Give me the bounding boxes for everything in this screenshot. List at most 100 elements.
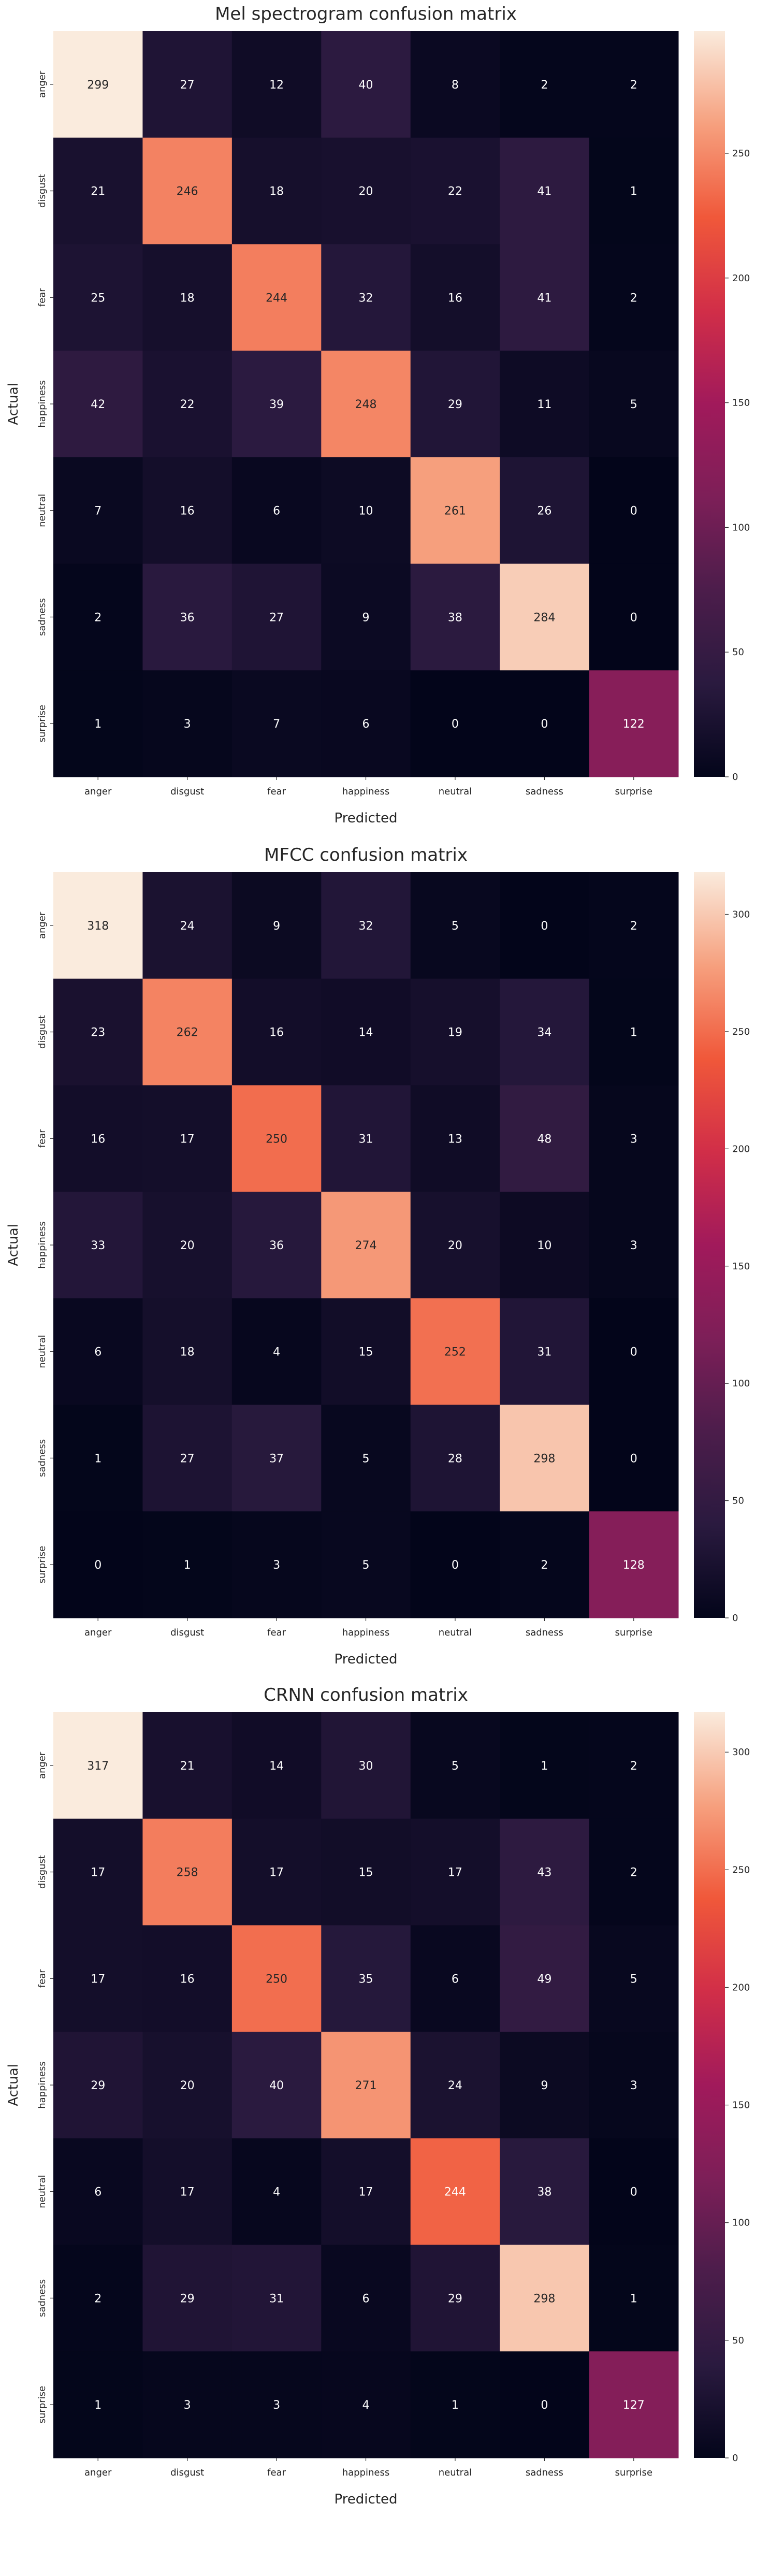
colorbar-tick-label: 50 xyxy=(732,647,744,658)
heatmap-cell xyxy=(53,351,143,458)
x-tick-label: disgust xyxy=(170,2467,204,2478)
heatmap-cell xyxy=(321,457,411,565)
heatmap-cell xyxy=(53,872,143,979)
heatmap-cell xyxy=(589,137,679,244)
heatmap-cell xyxy=(231,1925,322,2032)
heatmap-cell xyxy=(142,457,233,565)
heatmap-cell xyxy=(53,563,143,671)
cell-value-label: 246 xyxy=(177,185,198,198)
heatmap-cell xyxy=(321,244,411,351)
cell-value-label: 261 xyxy=(444,505,466,518)
y-tick-label: happiness xyxy=(37,380,48,428)
cell-value-label: 1 xyxy=(630,185,637,198)
cell-value-label: 1 xyxy=(630,2292,637,2305)
heatmap-cell xyxy=(321,1925,411,2032)
x-axis-label: Predicted xyxy=(334,1652,397,1667)
cell-value-label: 1 xyxy=(184,1559,191,1572)
cell-value-label: 6 xyxy=(362,2292,370,2305)
cell-value-label: 4 xyxy=(273,1346,280,1359)
heatmap-cell xyxy=(500,2351,590,2458)
heatmap-cell xyxy=(142,2351,233,2458)
heatmap-cell xyxy=(500,351,590,458)
heatmap-cell xyxy=(142,1192,233,1299)
x-tick-label: happiness xyxy=(342,1627,390,1638)
heatmap-cell xyxy=(410,1085,500,1192)
x-tick-label: fear xyxy=(267,2467,286,2478)
heatmap-cell xyxy=(589,872,679,979)
cell-value-label: 27 xyxy=(269,611,284,624)
heatmap-cell xyxy=(53,670,143,777)
heatmap-cell xyxy=(231,2351,322,2458)
cell-value-label: 0 xyxy=(541,920,548,933)
heatmap-cell xyxy=(410,2138,500,2246)
cell-value-label: 17 xyxy=(269,1866,284,1879)
heatmap-cell xyxy=(53,1192,143,1299)
heatmap-cell xyxy=(500,1511,590,1618)
heatmap-cell xyxy=(410,31,500,138)
heatmap-cell xyxy=(500,1298,590,1406)
heatmap-cell xyxy=(142,31,233,138)
cell-value-label: 7 xyxy=(94,505,101,518)
heatmap-cell xyxy=(53,2351,143,2458)
heatmap-cell xyxy=(589,2351,679,2458)
cell-value-label: 14 xyxy=(359,1026,373,1039)
cell-value-label: 49 xyxy=(537,1973,551,1986)
heatmap-cell xyxy=(321,1511,411,1618)
heatmap-cell xyxy=(589,31,679,138)
cell-value-label: 36 xyxy=(180,611,195,624)
x-tick-label: neutral xyxy=(439,1627,472,1638)
cell-value-label: 13 xyxy=(448,1133,462,1146)
cell-value-label: 5 xyxy=(452,920,459,933)
heatmap-cell xyxy=(231,1511,322,1618)
cell-value-label: 16 xyxy=(269,1026,284,1039)
cell-value-label: 248 xyxy=(355,398,377,411)
y-tick-label: surprise xyxy=(37,705,48,742)
cell-value-label: 17 xyxy=(91,1866,105,1879)
x-tick-label: sadness xyxy=(526,2467,563,2478)
cell-value-label: 2 xyxy=(630,292,637,305)
y-tick-label: happiness xyxy=(37,1221,48,1269)
heatmap-cell xyxy=(410,670,500,777)
heatmap-cell xyxy=(321,872,411,979)
heatmap-cell xyxy=(321,2351,411,2458)
colorbar-tick-label: 250 xyxy=(732,1864,750,1875)
cell-value-label: 12 xyxy=(269,79,284,92)
heatmap-cell xyxy=(500,1192,590,1299)
heatmap-cell xyxy=(231,2245,322,2352)
heatmap-cell xyxy=(53,1085,143,1192)
cell-value-label: 122 xyxy=(623,718,645,731)
cell-value-label: 298 xyxy=(533,1452,555,1465)
heatmap-cell xyxy=(589,978,679,1086)
cell-value-label: 20 xyxy=(448,1239,462,1252)
cell-value-label: 28 xyxy=(448,1452,462,1465)
cell-value-label: 35 xyxy=(359,1973,373,1986)
heatmap-cell xyxy=(321,2245,411,2352)
cell-value-label: 271 xyxy=(355,2079,377,2092)
heatmap-cell xyxy=(142,1712,233,1819)
y-axis-label: Actual xyxy=(6,2064,21,2106)
y-tick-label: neutral xyxy=(37,2175,48,2208)
heatmap-cell xyxy=(142,978,233,1086)
heatmap-cell xyxy=(500,137,590,244)
cell-value-label: 31 xyxy=(359,1133,373,1146)
cell-value-label: 3 xyxy=(630,1239,637,1252)
cell-value-label: 26 xyxy=(537,505,551,518)
cell-value-label: 17 xyxy=(91,1973,105,1986)
heatmap-cell xyxy=(231,1818,322,1926)
cell-value-label: 6 xyxy=(452,1973,459,1986)
heatmap-cell xyxy=(53,2032,143,2139)
cell-value-label: 21 xyxy=(91,185,105,198)
heatmap-cell xyxy=(231,1085,322,1192)
heatmap-cell xyxy=(231,563,322,671)
heatmap-cell xyxy=(142,244,233,351)
cell-value-label: 2 xyxy=(541,79,548,92)
heatmap-cell xyxy=(142,872,233,979)
heatmap-cell xyxy=(231,978,322,1086)
heatmap-cell xyxy=(231,872,322,979)
cell-value-label: 6 xyxy=(273,505,280,518)
heatmap-cell xyxy=(410,2351,500,2458)
colorbar xyxy=(694,872,725,1618)
cell-value-label: 16 xyxy=(448,292,462,305)
